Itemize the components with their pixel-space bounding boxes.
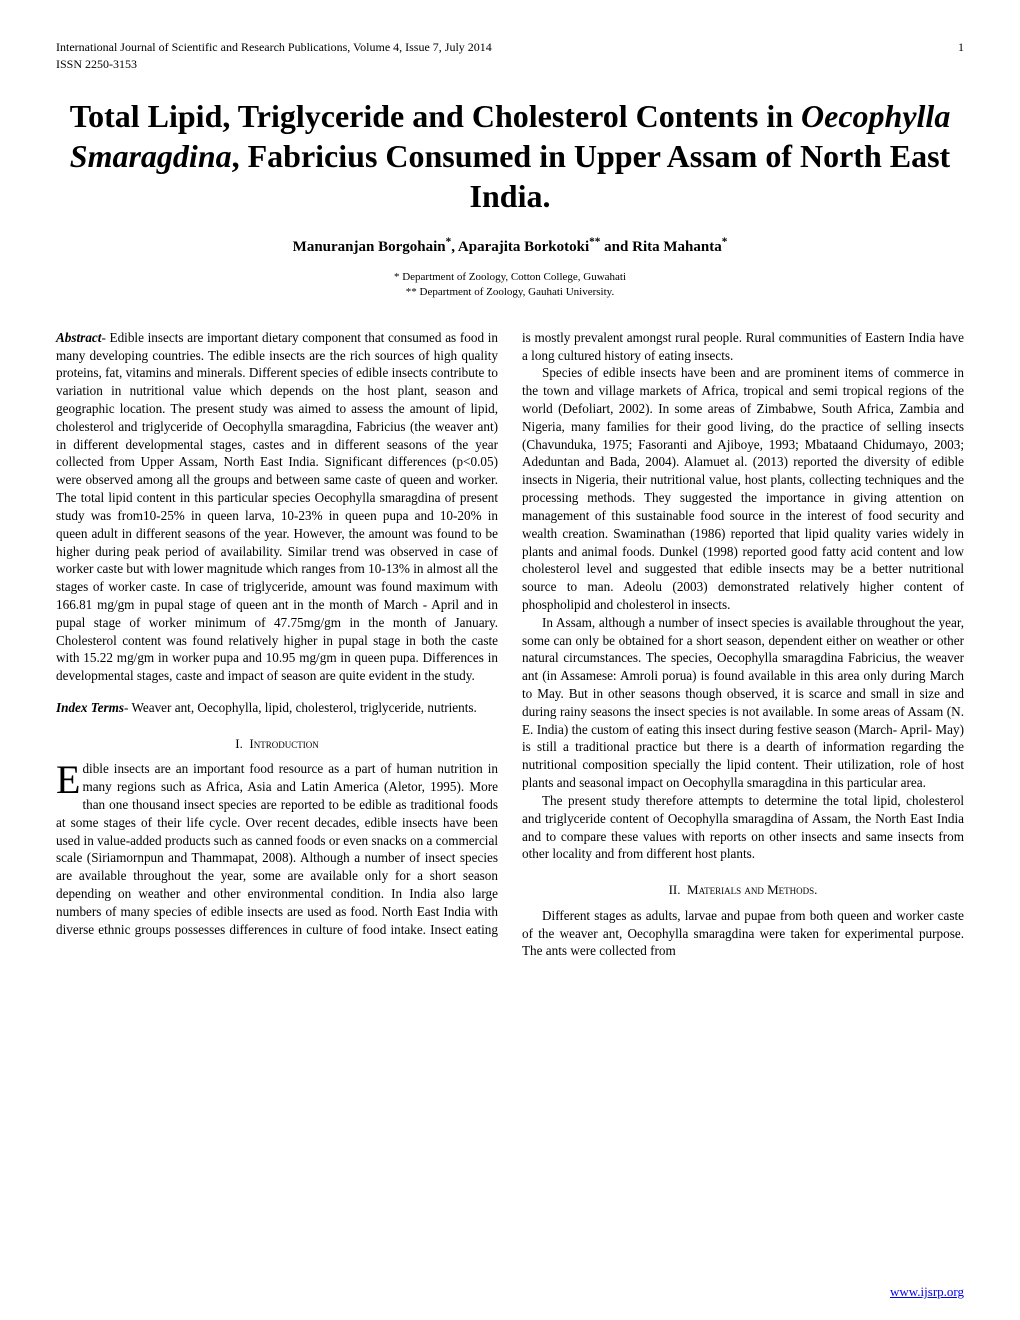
- article-title: Total Lipid, Triglyceride and Cholestero…: [56, 96, 964, 216]
- section-heading-introduction: I. Introduction: [56, 735, 498, 753]
- dropcap: E: [56, 760, 82, 798]
- methods-para-1: Different stages as adults, larvae and p…: [522, 907, 964, 960]
- abstract: Abstract- Edible insects are important d…: [56, 329, 498, 685]
- abstract-text: - Edible insects are important dietary c…: [56, 330, 498, 683]
- intro-para-4: The present study therefore attempts to …: [522, 792, 964, 863]
- page-number: 1: [958, 40, 964, 55]
- issn: ISSN 2250-3153: [56, 57, 964, 72]
- journal-info: International Journal of Scientific and …: [56, 40, 492, 55]
- section-heading-methods: II. Materials and Methods.: [522, 881, 964, 899]
- running-header: International Journal of Scientific and …: [56, 40, 964, 55]
- abstract-label: Abstract: [56, 330, 101, 345]
- affiliation-2: ** Department of Zoology, Gauhati Univer…: [56, 285, 964, 300]
- affiliation-1: * Department of Zoology, Cotton College,…: [56, 270, 964, 285]
- index-terms-label: Index Terms: [56, 700, 124, 715]
- intro-para-3: In Assam, although a number of insect sp…: [522, 614, 964, 792]
- body-columns: Abstract- Edible insects are important d…: [56, 329, 964, 960]
- affiliations: * Department of Zoology, Cotton College,…: [56, 270, 964, 301]
- intro-para-2: Species of edible insects have been and …: [522, 364, 964, 613]
- footer-url[interactable]: www.ijsrp.org: [890, 1284, 964, 1300]
- authors: Manuranjan Borgohain*, Aparajita Borkoto…: [56, 236, 964, 256]
- index-terms-text: - Weaver ant, Oecophylla, lipid, cholest…: [124, 700, 477, 715]
- index-terms: Index Terms- Weaver ant, Oecophylla, lip…: [56, 699, 498, 717]
